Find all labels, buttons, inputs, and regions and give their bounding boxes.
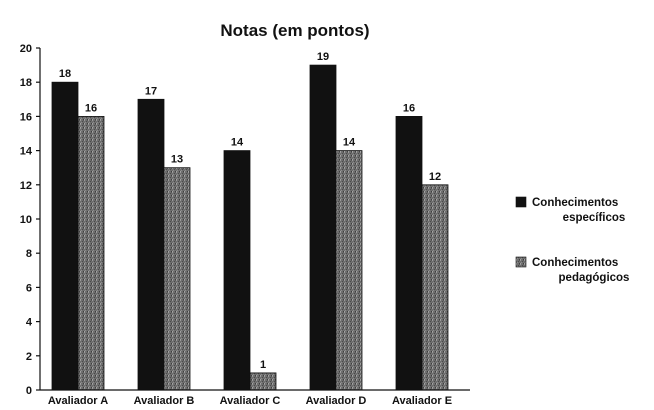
- legend-label: pedagógicos: [559, 272, 630, 284]
- legend-swatch-pedagogicos: [516, 257, 526, 267]
- y-tick-label: 14: [20, 146, 33, 158]
- y-tick-label: 12: [20, 180, 32, 192]
- y-tick-label: 16: [20, 111, 32, 123]
- y-tick-label: 0: [26, 385, 32, 397]
- data-label: 1: [260, 359, 266, 371]
- data-label: 16: [403, 102, 415, 114]
- x-category-label: Avaliador C: [220, 395, 281, 407]
- x-category-label: Avaliador D: [306, 395, 367, 407]
- y-tick-label: 20: [20, 43, 32, 55]
- y-tick-label: 2: [26, 351, 32, 363]
- y-tick-label: 10: [20, 214, 32, 226]
- bar-conhecimentos-pedagogicos: [164, 168, 190, 390]
- bar-conhecimentos-pedagogicos: [336, 151, 362, 390]
- data-label: 13: [171, 154, 183, 166]
- legend-label: Conhecimentos: [532, 257, 618, 269]
- bar-conhecimentos-especificos: [52, 82, 78, 390]
- legend-swatch-especificos: [516, 197, 526, 207]
- bar-conhecimentos-pedagogicos: [250, 373, 276, 390]
- data-label: 17: [145, 85, 157, 97]
- bar-conhecimentos-especificos: [224, 151, 250, 390]
- x-axis: Avaliador A Avaliador B Avaliador C Avaliad…: [40, 390, 470, 407]
- bar-conhecimentos-especificos: [396, 116, 422, 390]
- y-tick-label: 18: [20, 77, 32, 89]
- legend-label: Conhecimentos: [532, 197, 618, 209]
- bar-conhecimentos-pedagogicos: [422, 185, 448, 390]
- legend-label: específicos: [563, 212, 626, 224]
- legend: Conhecimentos específicos Conhecimentos ped…: [516, 197, 629, 284]
- data-label: 14: [343, 137, 356, 149]
- chart-title: Notas (em pontos): [220, 21, 369, 40]
- y-axis: 0 2 4 6 8 10 12 14 16 18 20: [20, 43, 40, 397]
- data-label: 18: [59, 68, 71, 80]
- x-category-label: Avaliador A: [48, 395, 108, 407]
- bar-conhecimentos-especificos: [138, 99, 164, 390]
- y-tick-label: 4: [26, 317, 33, 329]
- data-label: 14: [231, 137, 244, 149]
- bar-conhecimentos-especificos: [310, 65, 336, 390]
- x-category-label: Avaliador B: [134, 395, 195, 407]
- data-label: 19: [317, 51, 329, 63]
- y-tick-label: 6: [26, 282, 32, 294]
- y-tick-label: 8: [26, 248, 32, 260]
- data-label: 16: [85, 102, 97, 114]
- bar-conhecimentos-pedagogicos: [78, 116, 104, 390]
- bars: [52, 65, 448, 390]
- data-label: 12: [429, 171, 441, 183]
- x-category-label: Avaliador E: [392, 395, 452, 407]
